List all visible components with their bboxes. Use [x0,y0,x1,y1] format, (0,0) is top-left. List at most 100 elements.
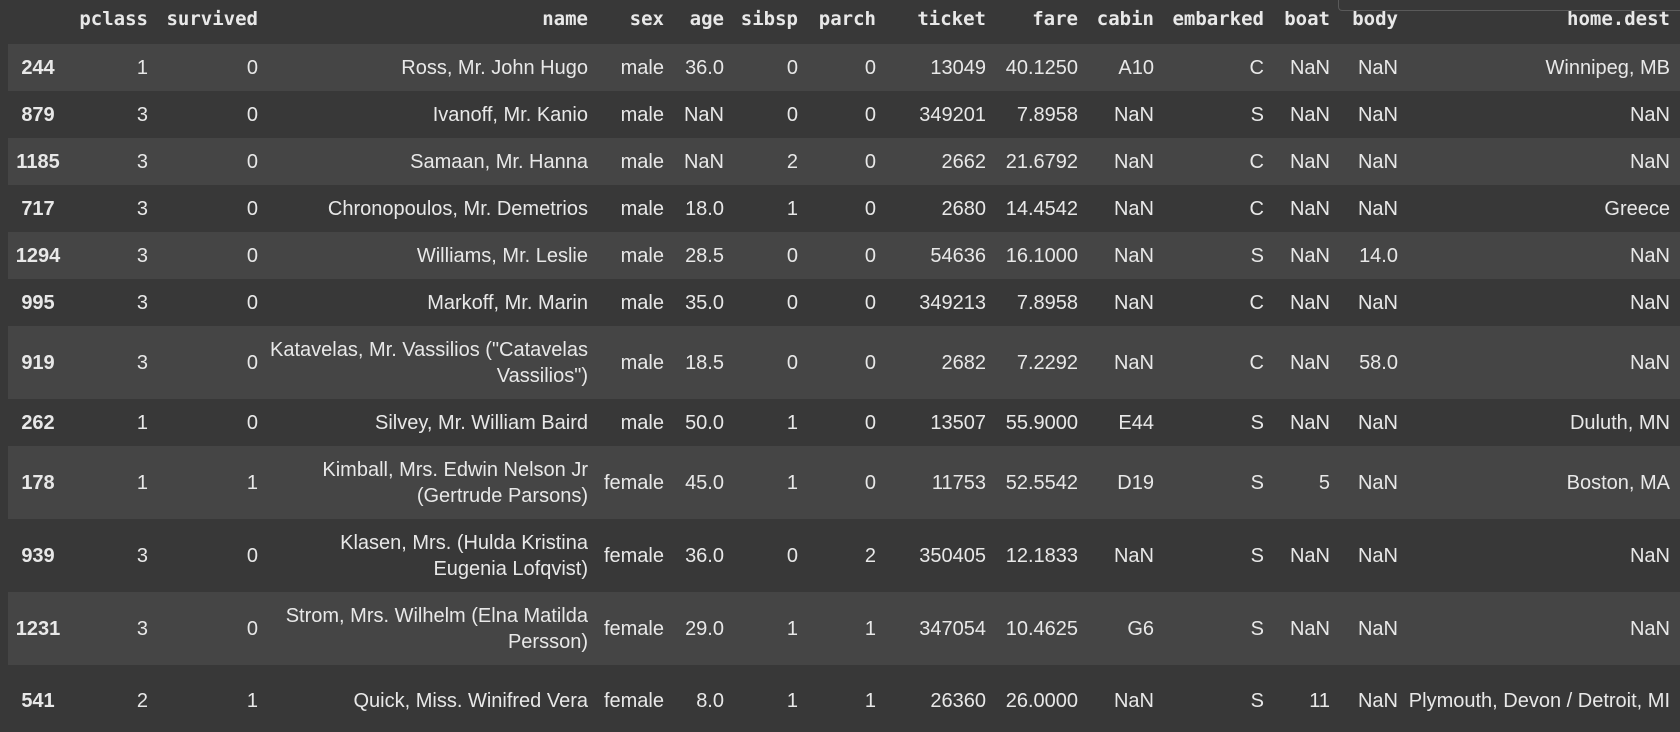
cell-body: NaN [1357,690,1398,712]
cell-fare: 40.1250 [1005,56,1078,79]
cell-survived: 0 [246,544,258,567]
cell-home-dest: NaN [1629,544,1670,567]
cell-sibsp: 1 [786,617,798,640]
cell-survived: 0 [246,103,258,126]
cell-age: 8.0 [696,690,724,712]
column-header-body: body [1352,8,1398,30]
cell-parch: 0 [864,291,876,314]
cell-sibsp: 2 [786,150,798,173]
cell-name: Markoff, Mr. Marin [427,291,588,314]
cell-pclass: 3 [136,103,148,126]
cell-name: Ivanoff, Mr. Kanio [432,103,588,126]
cell-name: Ross, Mr. John Hugo [401,56,588,79]
column-header-sibsp: sibsp [740,8,798,30]
cell-survived: 0 [246,150,258,173]
cell-boat: NaN [1289,617,1330,640]
cell-age: 45.0 [685,471,724,494]
cell-parch: 0 [864,471,876,494]
cell-sibsp: 0 [786,56,798,79]
row-index-cell: 995 [21,291,55,314]
cell-ticket: 54636 [930,244,986,267]
cell-age: 35.0 [685,291,724,314]
cell-sibsp: 0 [786,103,798,126]
cell-boat: NaN [1289,150,1330,173]
row-index-cell: 1185 [16,150,60,173]
cell-fare: 26.0000 [1005,690,1078,712]
cell-parch: 1 [864,690,876,712]
column-header-boat: boat [1284,8,1330,30]
cell-ticket: 11753 [931,471,986,494]
table-row: 178 1 1 Kimball, Mrs. Edwin Nelson Jr (Gert… [8,446,1680,519]
cell-cabin: NaN [1113,244,1154,267]
cell-fare: 16.1000 [1005,244,1078,267]
cell-name: Kimball, Mrs. Edwin Nelson Jr (Gertrude … [322,458,588,507]
cell-survived: 0 [246,56,258,79]
output-toolbar-edge [1338,0,1680,11]
cell-survived: 0 [246,244,258,267]
cell-name: Klasen, Mrs. (Hulda Kristina Eugenia Lof… [340,531,588,580]
cell-ticket: 349213 [919,291,986,314]
cell-ticket: 2662 [941,150,987,173]
cell-age: 18.0 [685,197,724,220]
cell-embarked: S [1250,103,1264,126]
column-header-home-dest: home.dest [1567,8,1670,30]
cell-body: NaN [1357,103,1398,126]
cell-embarked: S [1250,471,1264,494]
cell-sex: female [603,471,664,494]
cell-age: NaN [683,103,724,126]
cell-boat: NaN [1289,411,1330,434]
cell-pclass: 3 [136,197,148,220]
cell-home-dest: Duluth, MN [1569,411,1670,434]
cell-cabin: NaN [1113,103,1154,126]
table-row: 541 2 1 Quick, Miss. Winifred Vera female 8.0… [8,665,1680,732]
cell-home-dest: NaN [1629,244,1670,267]
row-index-cell: 919 [21,351,55,374]
cell-home-dest: Winnipeg, MB [1545,56,1671,79]
cell-survived: 1 [246,690,258,712]
cell-pclass: 3 [136,617,148,640]
cell-name: Strom, Mrs. Wilhelm (Elna Matilda Persso… [285,604,588,653]
cell-body: NaN [1357,150,1398,173]
row-index-cell: 1231 [15,617,61,640]
column-header-pclass: pclass [79,8,148,30]
cell-pclass: 3 [136,291,148,314]
cell-fare: 21.6792 [1005,150,1078,173]
cell-sibsp: 0 [786,351,798,374]
column-header-embarked: embarked [1172,8,1264,30]
cell-parch: 2 [864,544,876,567]
table-row: 717 3 0 Chronopoulos, Mr. Demetrios male 18.0… [8,185,1680,232]
cell-boat: NaN [1289,351,1330,374]
column-header-cabin: cabin [1096,8,1154,30]
cell-embarked: S [1250,617,1264,640]
cell-pclass: 3 [136,544,148,567]
cell-home-dest: NaN [1629,103,1670,126]
cell-parch: 1 [864,617,876,640]
cell-ticket: 26360 [930,690,986,712]
cell-embarked: C [1249,150,1264,173]
cell-body: NaN [1357,197,1398,220]
cell-cabin: NaN [1113,150,1154,173]
row-index-cell: 178 [21,471,55,494]
cell-sex: female [603,544,664,567]
cell-sex: female [603,690,664,712]
cell-sex: female [603,617,664,640]
cell-age: NaN [683,150,724,173]
cell-boat: NaN [1289,291,1330,314]
cell-ticket: 347054 [919,617,986,640]
cell-sibsp: 1 [786,690,798,712]
table-row: 919 3 0 Katavelas, Mr. Vassilios ("Catavela… [8,326,1680,399]
cell-ticket: 13507 [930,411,986,434]
cell-cabin: E44 [1118,411,1154,434]
cell-age: 29.0 [685,617,724,640]
table-row: 1185 3 0 Samaan, Mr. Hanna male NaN 2 0 2662 21.6… [8,138,1680,185]
cell-body: NaN [1357,544,1398,567]
cell-name: Williams, Mr. Leslie [416,244,588,267]
cell-name: Silvey, Mr. William Baird [375,411,588,434]
cell-embarked: C [1249,197,1264,220]
table-row: 262 1 0 Silvey, Mr. William Baird male 50.0 1 0… [8,399,1680,446]
cell-fare: 52.5542 [1005,471,1078,494]
cell-pclass: 3 [136,150,148,173]
cell-embarked: S [1250,544,1264,567]
cell-survived: 0 [246,351,258,374]
cell-sex: male [620,103,664,126]
